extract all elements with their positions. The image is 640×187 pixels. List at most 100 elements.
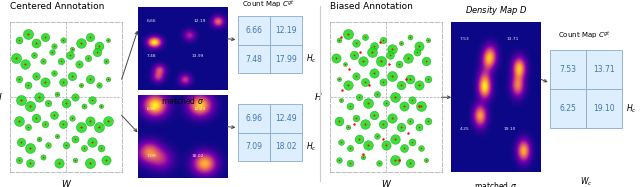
Bar xyxy=(237,104,270,133)
Point xyxy=(20,63,31,66)
Point xyxy=(344,105,355,108)
Point xyxy=(405,36,415,39)
Point xyxy=(423,78,433,81)
Point xyxy=(405,120,415,123)
Point xyxy=(336,99,346,102)
Point xyxy=(24,162,35,165)
Point xyxy=(96,105,106,108)
Point xyxy=(15,141,26,144)
Point xyxy=(360,81,371,84)
Point xyxy=(396,84,406,87)
Point xyxy=(52,93,61,96)
Point xyxy=(349,54,360,57)
Point xyxy=(407,99,417,102)
Point xyxy=(31,42,42,45)
Point xyxy=(389,138,399,141)
Point xyxy=(332,57,342,60)
Point xyxy=(58,123,68,126)
Point xyxy=(52,135,61,138)
Point xyxy=(385,54,396,57)
Point xyxy=(360,36,371,39)
Point xyxy=(85,120,95,123)
Text: W: W xyxy=(381,180,390,187)
Point xyxy=(403,57,413,60)
Point xyxy=(13,120,24,123)
Point xyxy=(58,81,68,84)
Text: matched $\sigma$: matched $\sigma$ xyxy=(161,95,204,106)
Point xyxy=(369,72,380,75)
Point xyxy=(387,117,397,120)
Point xyxy=(340,63,351,66)
Point xyxy=(385,54,396,57)
Point xyxy=(92,51,102,54)
Text: Count Map $C^{gt}$: Count Map $C^{gt}$ xyxy=(243,0,295,10)
Point xyxy=(344,105,355,108)
Text: 7.53: 7.53 xyxy=(460,37,470,41)
Text: 6.96: 6.96 xyxy=(245,114,262,123)
Point xyxy=(367,51,378,54)
Point xyxy=(96,147,106,150)
Point xyxy=(342,126,353,129)
Point xyxy=(67,48,77,51)
Point xyxy=(351,117,362,120)
Point xyxy=(389,96,399,99)
Point xyxy=(96,105,106,108)
Point xyxy=(15,99,26,102)
Point xyxy=(371,93,381,96)
Point xyxy=(374,162,384,165)
Point xyxy=(378,39,388,42)
Point xyxy=(360,36,371,39)
Point xyxy=(412,51,422,54)
Text: 7.09: 7.09 xyxy=(245,142,262,151)
Bar xyxy=(237,133,270,161)
Point xyxy=(58,123,68,126)
Text: 12.19: 12.19 xyxy=(193,19,205,23)
Point xyxy=(31,75,42,78)
Point xyxy=(333,78,344,81)
Point xyxy=(22,84,33,87)
Text: 12.49: 12.49 xyxy=(193,107,205,111)
Point xyxy=(58,39,68,42)
Point xyxy=(60,102,70,105)
Point xyxy=(423,78,433,81)
Point xyxy=(49,114,60,117)
Point xyxy=(378,81,388,84)
Bar xyxy=(270,16,303,45)
Point xyxy=(94,126,104,129)
Point xyxy=(380,144,390,147)
Point xyxy=(354,96,364,99)
Point xyxy=(54,162,64,165)
Point xyxy=(15,141,26,144)
Point xyxy=(405,78,415,81)
Text: Count Map $C^{gt}$: Count Map $C^{gt}$ xyxy=(559,29,611,41)
Point xyxy=(396,42,406,45)
Bar xyxy=(237,16,270,45)
Point xyxy=(407,141,417,144)
Text: 4.25: 4.25 xyxy=(460,127,470,131)
Point xyxy=(67,48,77,51)
Point xyxy=(378,123,388,126)
Point xyxy=(69,96,79,99)
Point xyxy=(340,63,351,66)
Point xyxy=(380,102,390,105)
Point xyxy=(376,60,387,63)
Point xyxy=(42,144,53,147)
Point xyxy=(394,63,404,66)
Point xyxy=(342,33,353,36)
Point xyxy=(58,81,68,84)
Point xyxy=(42,144,53,147)
Point xyxy=(387,75,397,78)
Point xyxy=(22,33,33,36)
Text: 7.48: 7.48 xyxy=(147,54,156,58)
Point xyxy=(351,42,362,45)
Text: matched $\sigma$: matched $\sigma$ xyxy=(474,180,518,187)
Point xyxy=(394,159,404,162)
Text: W: W xyxy=(61,180,70,187)
Point xyxy=(76,42,86,45)
Point xyxy=(349,123,360,126)
Point xyxy=(360,81,371,84)
Point xyxy=(85,162,95,165)
Point xyxy=(22,126,33,129)
Point xyxy=(401,78,411,81)
Point xyxy=(364,84,374,87)
